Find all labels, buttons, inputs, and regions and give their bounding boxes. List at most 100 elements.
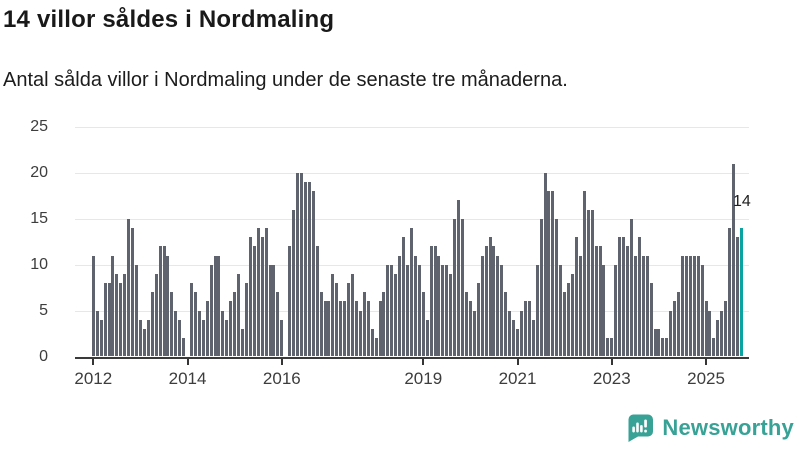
bar <box>586 209 590 357</box>
bar <box>614 264 618 357</box>
bar <box>394 273 398 357</box>
bar <box>720 310 724 357</box>
bar <box>351 273 355 357</box>
page-title: 14 villor såldes i Nordmaling <box>3 6 335 33</box>
bar <box>578 255 582 357</box>
bar <box>398 255 402 357</box>
bar <box>327 301 331 357</box>
bar <box>382 292 386 357</box>
bar <box>339 301 343 357</box>
x-axis-tick <box>280 359 283 365</box>
bar <box>119 283 123 357</box>
x-axis-tick <box>610 359 613 365</box>
x-axis-tick <box>186 359 189 365</box>
y-axis-label: 15 <box>30 209 48 227</box>
bar <box>480 255 484 357</box>
bar <box>429 246 433 357</box>
x-axis-label: 2014 <box>168 369 207 388</box>
bar <box>551 191 555 357</box>
x-axis-label: 2025 <box>687 369 725 388</box>
bar <box>606 338 610 357</box>
x-axis-tick <box>92 359 95 365</box>
bar <box>582 191 586 357</box>
x-axis-label: 2021 <box>498 369 537 388</box>
bar <box>158 246 162 357</box>
bar <box>95 310 99 357</box>
bar <box>724 301 728 357</box>
bar <box>131 227 135 357</box>
bar <box>150 292 154 357</box>
bar <box>661 338 665 357</box>
x-axis-label: 2016 <box>262 369 301 388</box>
bar <box>523 301 527 357</box>
bar <box>197 310 201 357</box>
bar <box>535 264 539 357</box>
bar <box>115 273 119 357</box>
bar <box>590 209 594 357</box>
newsworthy-logo[interactable]: Newsworthy <box>625 413 794 443</box>
bar <box>673 301 677 357</box>
bar <box>323 301 327 357</box>
bar <box>602 264 606 357</box>
bar <box>103 283 107 357</box>
bar <box>504 292 508 357</box>
bar <box>684 255 688 357</box>
bar <box>516 328 520 357</box>
bar <box>692 255 696 357</box>
bar <box>315 246 319 357</box>
x-axis-tick <box>422 359 425 365</box>
bar <box>735 237 739 357</box>
bar <box>378 301 382 357</box>
bar <box>248 237 252 357</box>
bar <box>708 310 712 357</box>
bar <box>555 218 559 357</box>
bar <box>413 255 417 357</box>
bar <box>331 273 335 357</box>
bar <box>645 255 649 357</box>
bar <box>633 255 637 357</box>
bar <box>492 246 496 357</box>
bar <box>201 319 205 357</box>
bar <box>425 319 429 357</box>
x-axis-tick <box>516 359 519 365</box>
bar <box>221 310 225 357</box>
bar <box>543 172 547 357</box>
bar <box>637 237 641 357</box>
bar <box>629 218 633 357</box>
bar <box>123 273 127 357</box>
bar <box>335 283 339 357</box>
y-axis-label: 20 <box>30 163 48 181</box>
x-axis-tick <box>705 359 708 365</box>
bar <box>519 310 523 357</box>
bar <box>610 338 614 357</box>
bar <box>107 283 111 357</box>
bar <box>311 191 315 357</box>
bar <box>653 328 657 357</box>
bar-chart-speech-bubble-icon <box>625 413 655 443</box>
bar <box>142 328 146 357</box>
bar <box>649 283 653 357</box>
bar <box>213 255 217 357</box>
bar <box>170 292 174 357</box>
bar <box>319 292 323 357</box>
bar <box>567 283 571 357</box>
bar <box>539 218 543 357</box>
bar <box>484 246 488 357</box>
bar <box>421 292 425 357</box>
gridline <box>75 172 749 174</box>
bar <box>390 264 394 357</box>
bar <box>453 218 457 357</box>
bar <box>732 163 736 357</box>
bar <box>366 301 370 357</box>
bar <box>618 237 622 357</box>
bar <box>146 319 150 357</box>
bar <box>182 338 186 357</box>
bar <box>500 264 504 357</box>
bar <box>488 237 492 357</box>
bar <box>370 328 374 357</box>
bar <box>598 246 602 357</box>
y-axis-label: 10 <box>30 255 48 273</box>
bar <box>704 301 708 357</box>
bar <box>358 310 362 357</box>
